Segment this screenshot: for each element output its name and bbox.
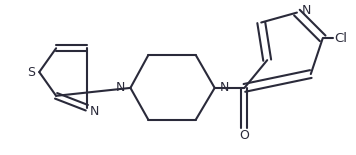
Text: N: N <box>220 81 229 94</box>
Text: N: N <box>90 105 99 118</box>
Text: S: S <box>27 66 35 79</box>
Text: N: N <box>302 4 311 17</box>
Text: O: O <box>240 129 249 142</box>
Text: Cl: Cl <box>335 32 347 45</box>
Text: N: N <box>116 81 125 94</box>
